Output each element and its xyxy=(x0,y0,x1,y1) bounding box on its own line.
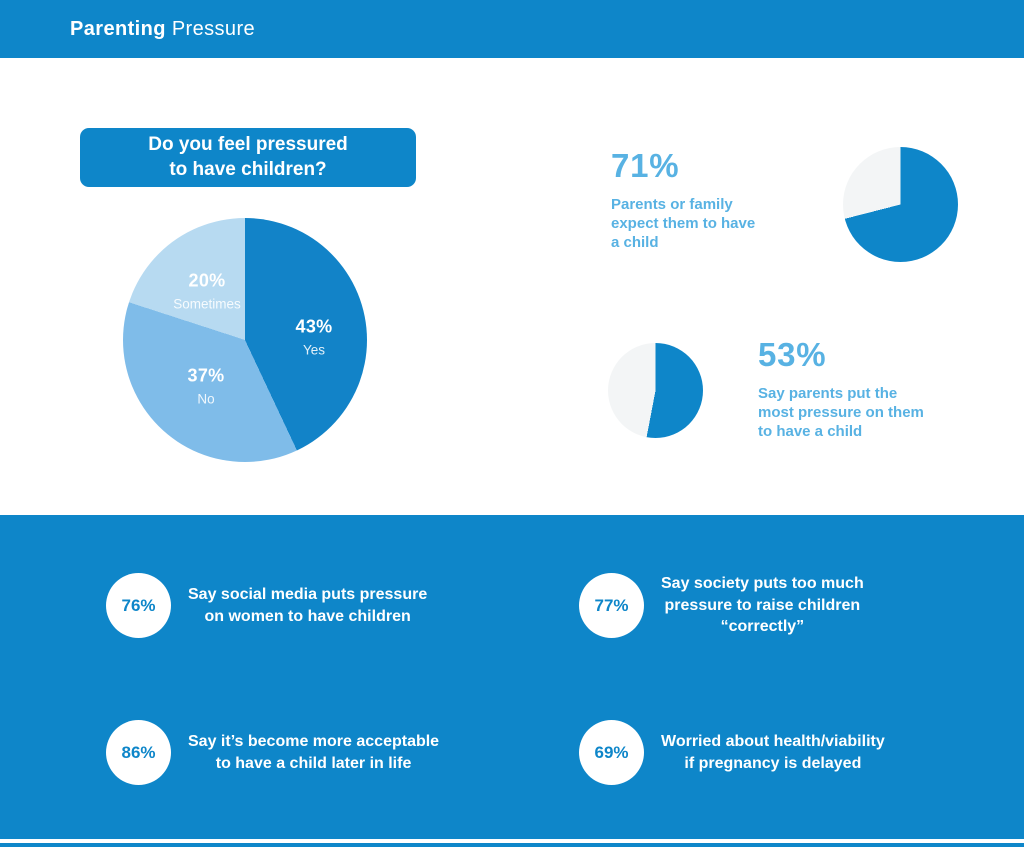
page-title-light: Pressure xyxy=(171,17,256,40)
stat-health-viability-label: Worried about health/viability if pregna… xyxy=(661,732,885,772)
stat-social-media-circle: 76% xyxy=(106,573,171,638)
pie-slice-label-no: 37% No xyxy=(188,366,225,407)
parents-pressure-percentage: 53% xyxy=(758,336,827,373)
stat-social-media-label: Say social media puts pressure on women … xyxy=(188,585,428,625)
stat-society-pressure-circle: 77% xyxy=(579,573,644,638)
stat-health-viability-circle: 69% xyxy=(579,720,644,785)
stat-later-in-life-value: 86% xyxy=(121,742,156,762)
stat-health-viability-value: 69% xyxy=(594,742,629,762)
family-expect-pie xyxy=(843,147,958,262)
stat-society-pressure-label: Say society puts too much pressure to ra… xyxy=(661,575,864,636)
stat-later-in-life: 86% Say it’s become more acceptable to h… xyxy=(106,720,439,785)
pie-slice-name-no: No xyxy=(197,391,215,407)
pie-slice-name-sometimes: Sometimes xyxy=(173,296,241,312)
stat-society-pressure-value: 77% xyxy=(594,595,629,615)
pie-slice-label-yes: 43% Yes xyxy=(296,317,333,358)
parents-pressure-label: Say parents put the most pressure on the… xyxy=(758,385,924,440)
question-text: Do you feel pressured to have children? xyxy=(148,133,348,180)
family-expect-percentage: 71% xyxy=(611,147,680,184)
footer-accent-bar xyxy=(0,843,1024,847)
page-title-bold: Parenting xyxy=(70,17,166,40)
stat-social-media-value: 76% xyxy=(121,595,156,615)
family-expect-callout: 71% Parents or family expect them to hav… xyxy=(611,147,755,252)
stats-section: 76% Say social media puts pressure on wo… xyxy=(0,515,1024,839)
stat-later-in-life-label: Say it’s become more acceptable to have … xyxy=(188,732,440,772)
stat-social-media: 76% Say social media puts pressure on wo… xyxy=(106,573,427,638)
pie-slice-label-sometimes: 20% Sometimes xyxy=(173,271,241,312)
parents-pressure-callout: 53% Say parents put the most pressure on… xyxy=(758,336,924,441)
stat-later-in-life-circle: 86% xyxy=(106,720,171,785)
question-badge: Do you feel pressured to have children? xyxy=(80,128,416,187)
pie-slice-value-yes: 43% xyxy=(295,316,333,337)
stat-health-viability: 69% Worried about health/viability if pr… xyxy=(579,720,885,785)
pie-slice-value-sometimes: 20% xyxy=(188,270,226,291)
parents-pressure-pie xyxy=(608,343,703,438)
page-title: Parenting Pressure xyxy=(70,18,255,41)
pressure-pie: 43% Yes 37% No 20% Sometimes xyxy=(123,218,367,462)
pie-slice-name-yes: Yes xyxy=(302,342,326,358)
pie-slice-value-no: 37% xyxy=(187,365,225,386)
family-expect-label: Parents or family expect them to have a … xyxy=(611,196,756,251)
stat-society-pressure: 77% Say society puts too much pressure t… xyxy=(579,573,864,638)
header: Parenting Pressure xyxy=(0,0,1024,58)
